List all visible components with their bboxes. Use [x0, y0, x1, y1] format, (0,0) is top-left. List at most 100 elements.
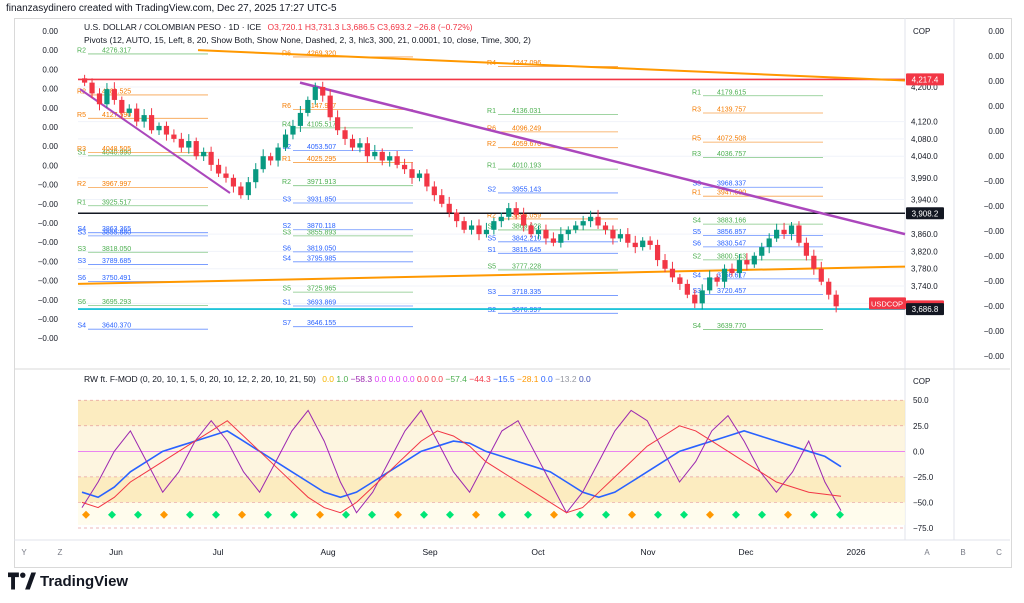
pivot-level-label: R2 [77, 181, 86, 188]
indicator-value: 0.0 [578, 374, 591, 384]
signal-diamond-marker [82, 510, 90, 519]
signal-diamond-marker [238, 510, 246, 519]
oscillator-band [78, 502, 905, 525]
pivot-level-value: 3718.335 [512, 289, 541, 296]
pivot-level-label: S3 [77, 246, 86, 253]
price-tick-label: 3,990.0 [911, 174, 938, 183]
pivot-level-value: 3883.166 [717, 218, 746, 225]
left-outer-value-label: −0.00 [38, 334, 59, 343]
pivot-level-label: S4 [692, 323, 701, 330]
left-outer-value-label: −0.00 [38, 296, 59, 305]
pivot-level-label: S2 [692, 253, 701, 260]
pivot-level-label: R3 [77, 146, 86, 153]
candle-body [349, 138, 356, 148]
pivot-level-value: 3842.210 [512, 235, 541, 242]
candle-body [223, 173, 229, 178]
time-axis-label: Nov [640, 547, 656, 557]
pivot-level-label: R2 [487, 212, 496, 219]
candle-body [550, 238, 557, 243]
pivot-level-label: S4 [692, 272, 701, 279]
candle-body [312, 86, 318, 100]
time-axis-button: Y [21, 548, 27, 557]
signal-diamond-marker [524, 510, 532, 519]
indicator-legend[interactable]: RW ft. F-MOD (0, 20, 10, 1, 5, 0, 20, 10… [84, 374, 591, 384]
pivot-level-label: R3 [692, 151, 701, 158]
pivot-level-label: S1 [77, 149, 86, 156]
candle-body [208, 151, 214, 165]
price-tick-label: 3,940.0 [911, 195, 938, 204]
signal-diamond-marker [498, 510, 506, 519]
left-outer-value-label: 0.00 [42, 161, 58, 170]
pivot-level-value: 4010.193 [512, 163, 541, 170]
pivots-legend[interactable]: Pivots (12, AUTO, 15, Left, 8, 20, Show … [84, 35, 531, 45]
price-tick-label: 3,740.0 [911, 282, 938, 291]
symbol-legend[interactable]: U.S. DOLLAR / COLOMBIAN PESO · 1D · ICE … [84, 22, 473, 32]
candle-body [156, 125, 162, 131]
candle-body [275, 147, 281, 161]
candle-body [416, 173, 423, 178]
candle-body [468, 225, 475, 230]
pivot-level-label: S7 [282, 320, 291, 327]
candle-body [245, 182, 251, 196]
candle-body [759, 247, 765, 256]
candle-body [305, 99, 311, 113]
signal-diamond-marker [134, 510, 142, 519]
time-axis-button: Z [58, 548, 63, 557]
pivot-level-label: R1 [77, 199, 86, 206]
candle-body [498, 216, 504, 222]
oscillator-tick-label: −25.0 [913, 473, 934, 482]
signal-diamond-marker [602, 510, 610, 519]
candle-body [774, 229, 780, 239]
pivot-level-label: S1 [282, 300, 291, 307]
indicator-value: 0.0 [374, 374, 389, 384]
candle-body [409, 169, 415, 178]
price-tick-label: 3,860.0 [911, 230, 938, 239]
price-badge-text: 4,217.4 [912, 75, 939, 84]
candle-body [104, 89, 110, 105]
candle-body [483, 229, 490, 235]
price-currency-label: COP [913, 27, 930, 36]
indicator-value: 1.0 [336, 374, 351, 384]
price-tick-label: 3,780.0 [911, 265, 938, 274]
candle-body [580, 221, 586, 226]
indicator-values: 0.0 1.0 −58.3 0.0 0.0 0.0 0.0 0.0 −57.4 … [322, 374, 591, 384]
pivot-level-value: 3830.547 [717, 240, 746, 247]
pivot-level-value: 3967.997 [102, 181, 131, 188]
time-axis-button: B [960, 548, 965, 557]
indicator-value: 0.0 [388, 374, 403, 384]
candle-body [431, 186, 437, 196]
oscillator-tick-label: 0.0 [913, 447, 925, 456]
candle-body [573, 225, 579, 230]
candle-body [617, 234, 623, 239]
oscillator-tick-label: 50.0 [913, 396, 929, 405]
indicator-name: RW ft. F-MOD (0, 20, 10, 1, 5, 0, 20, 10… [84, 374, 316, 384]
indicator-value: 0.0 [402, 374, 418, 384]
pivot-level-label: S6 [282, 245, 291, 252]
candle-body [454, 212, 460, 222]
signal-diamond-marker [810, 510, 818, 519]
pivot-level-value: 4276.317 [102, 47, 131, 54]
candle-body [677, 277, 683, 284]
oscillator-tick-label: 25.0 [913, 422, 929, 431]
pivot-level-label: S3 [282, 229, 291, 236]
right-outer-value-label: −0.00 [984, 302, 1005, 311]
candle-body [692, 294, 698, 304]
candle-body [699, 290, 705, 304]
signal-diamond-marker [186, 510, 194, 519]
right-outer-value-label: −0.00 [984, 202, 1005, 211]
left-outer-value-label: 0.00 [42, 123, 58, 132]
symbol-badge-text: USDCOP [871, 299, 903, 308]
candle-body [134, 108, 140, 122]
signal-diamond-marker [368, 510, 376, 519]
candle-body [766, 238, 772, 248]
pivot-level-value: 3925.517 [102, 199, 131, 206]
pivot-level-value: 3777.228 [512, 263, 541, 270]
candle-body [751, 255, 757, 265]
purple-trend-line [299, 81, 906, 236]
pivot-level-label: R5 [77, 112, 86, 119]
pivot-level-value: 3870.118 [307, 223, 336, 230]
pivot-level-label: R2 [282, 179, 291, 186]
signal-diamond-marker [836, 510, 844, 519]
pivot-level-label: R1 [487, 108, 496, 115]
